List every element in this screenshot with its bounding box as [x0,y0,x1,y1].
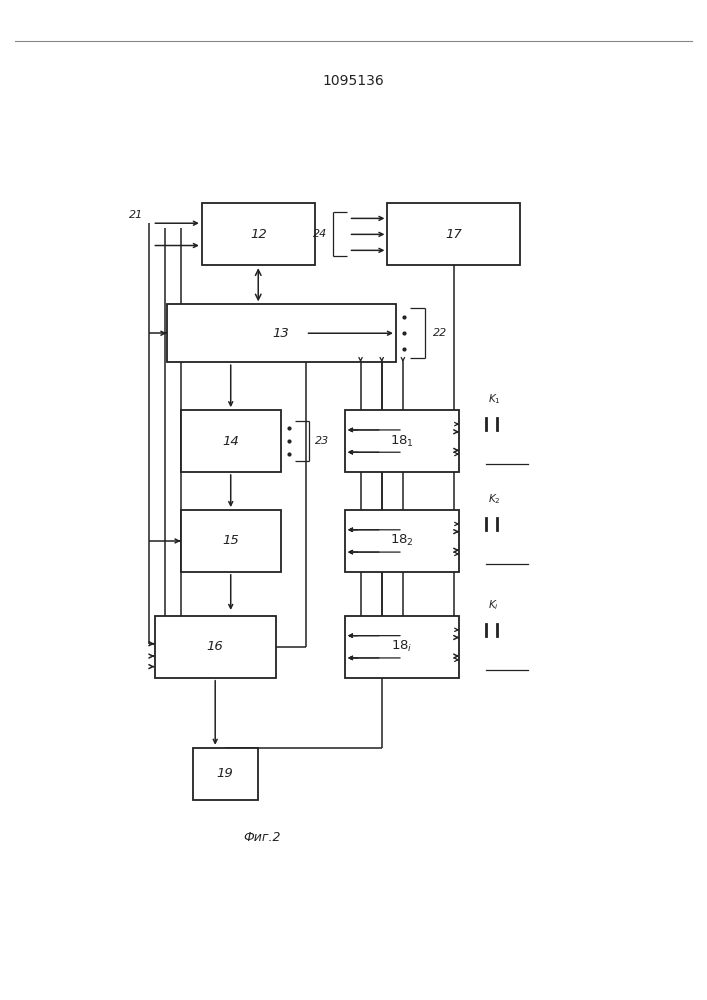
FancyBboxPatch shape [345,510,460,572]
FancyBboxPatch shape [180,510,281,572]
Text: $18_i$: $18_i$ [392,639,413,654]
FancyBboxPatch shape [345,616,460,678]
Text: $K_i$: $K_i$ [488,598,498,612]
FancyBboxPatch shape [167,304,396,362]
Text: 23: 23 [315,436,329,446]
FancyBboxPatch shape [201,203,315,265]
Text: 24: 24 [313,229,327,239]
Text: $18_1$: $18_1$ [390,434,414,449]
Text: $18_2$: $18_2$ [390,533,414,548]
Text: $K_1$: $K_1$ [488,392,501,406]
Text: 22: 22 [433,328,447,338]
Text: 17: 17 [445,228,462,241]
FancyBboxPatch shape [345,410,460,472]
Text: 16: 16 [207,640,223,653]
FancyBboxPatch shape [387,203,520,265]
FancyBboxPatch shape [192,748,257,800]
Text: 1095136: 1095136 [322,74,385,88]
Text: 19: 19 [217,767,233,780]
FancyBboxPatch shape [180,410,281,472]
Text: 13: 13 [273,327,290,340]
Text: 14: 14 [222,435,239,448]
Text: $K_2$: $K_2$ [488,492,501,506]
FancyBboxPatch shape [155,616,276,678]
Text: 21: 21 [129,210,144,220]
Text: 15: 15 [222,534,239,547]
Text: 12: 12 [250,228,267,241]
Text: Фиг.2: Фиг.2 [243,831,281,844]
